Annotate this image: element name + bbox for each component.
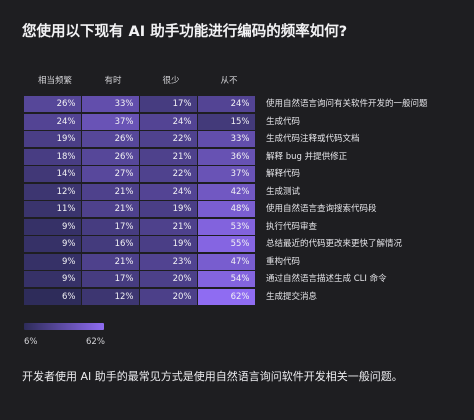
heatmap-cell: 62% [198,288,255,305]
column-header: 很少 [162,76,180,86]
heatmap-cell: 21% [140,148,197,165]
chart-caption: 开发者使用 AI 助手的最常见方式是使用自然语言询问软件开发相关一般问题。 [22,370,403,383]
chart-title: 您使用以下现有 AI 助手功能进行编码的频率如何? [22,24,348,40]
row-label: 生成代码 [266,116,301,127]
heatmap-cell: 24% [140,113,197,130]
heatmap-cell: 37% [82,113,139,130]
heatmap-cell: 21% [82,253,139,270]
heatmap-cell: 36% [198,148,255,165]
heatmap-cell: 9% [24,271,81,287]
heatmap-cell: 24% [24,113,81,130]
row-label: 解释代码 [266,169,301,179]
column-header: 相当频繁 [37,76,72,86]
color-scale-bar [24,323,104,330]
row-label: 通过自然语言描述生成 CLI 命令 [266,274,387,284]
legend-min-label: 6% [24,337,38,347]
heatmap-cell: 19% [140,236,197,252]
row-label: 执行代码审查 [266,221,318,232]
heatmap-cell: 23% [140,253,197,270]
heatmap-cell: 18% [24,148,81,165]
heatmap-cell: 42% [198,183,255,200]
heatmap-cell: 19% [140,201,197,217]
heatmap-cell: 33% [82,96,139,112]
row-label: 解释 bug 并提供修正 [266,151,348,162]
row-label: 生成测试 [266,186,301,197]
heatmap-cell: 26% [82,131,139,147]
heatmap-cell: 33% [198,131,255,147]
heatmap-cell: 54% [198,271,255,287]
heatmap-cell: 48% [198,201,255,217]
heatmap-cell: 11% [24,201,81,217]
row-label: 使用自然语言询问有关软件开发的一般问题 [266,99,428,109]
heatmap-cell: 24% [140,183,197,200]
heatmap-cell: 17% [140,96,197,112]
row-label: 总结最近的代码更改来更快了解情况 [266,239,403,249]
heatmap-cell: 9% [24,218,81,235]
heatmap-cell: 12% [24,183,81,200]
heatmap-cell: 19% [24,131,81,147]
heatmap-cell: 55% [198,236,255,252]
heatmap-cell: 37% [198,166,255,182]
heatmap-cell: 22% [140,131,197,147]
heatmap-cell: 15% [198,113,255,130]
row-label: 重构代码 [266,256,301,267]
heatmap-cell: 16% [82,236,139,252]
heatmap-cell: 22% [140,166,197,182]
heatmap-cell: 17% [82,218,139,235]
heatmap-cell: 6% [24,288,81,305]
heatmap-cell: 9% [24,253,81,270]
heatmap-cell: 20% [140,288,197,305]
heatmap-cell: 53% [198,218,255,235]
heatmap-cell: 27% [82,166,139,182]
heatmap-cell: 26% [82,148,139,165]
heatmap-cell: 20% [140,271,197,287]
column-header: 从不 [220,76,238,86]
row-label: 生成提交消息 [266,291,318,302]
column-header: 有时 [104,76,122,86]
heatmap-cell: 14% [24,166,81,182]
heatmap-cell: 21% [140,218,197,235]
heatmap-cell: 21% [82,183,139,200]
heatmap-cell: 26% [24,96,81,112]
heatmap-cell: 21% [82,201,139,217]
row-label: 使用自然语言查询搜索代码段 [266,204,377,214]
heatmap-cell: 17% [82,271,139,287]
row-label: 生成代码注释或代码文档 [266,134,360,144]
heatmap-cell: 24% [198,96,255,112]
heatmap-cell: 47% [198,253,255,270]
heatmap-cell: 9% [24,236,81,252]
legend-max-label: 62% [86,337,105,347]
heatmap-cell: 12% [82,288,139,305]
